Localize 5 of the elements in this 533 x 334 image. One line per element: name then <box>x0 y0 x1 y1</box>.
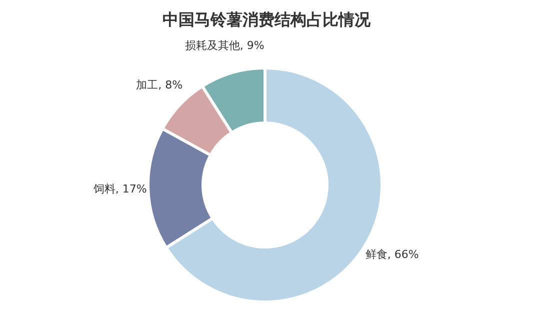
slice-label: 鲜食, 66% <box>365 248 419 261</box>
slice-label: 加工, 8% <box>136 78 183 92</box>
slice-label: 损耗及其他, 9% <box>184 38 264 52</box>
slice-label: 饲料, 17% <box>92 182 147 196</box>
chart-title: 中国马铃薯消费结构占比情况 <box>162 10 372 29</box>
